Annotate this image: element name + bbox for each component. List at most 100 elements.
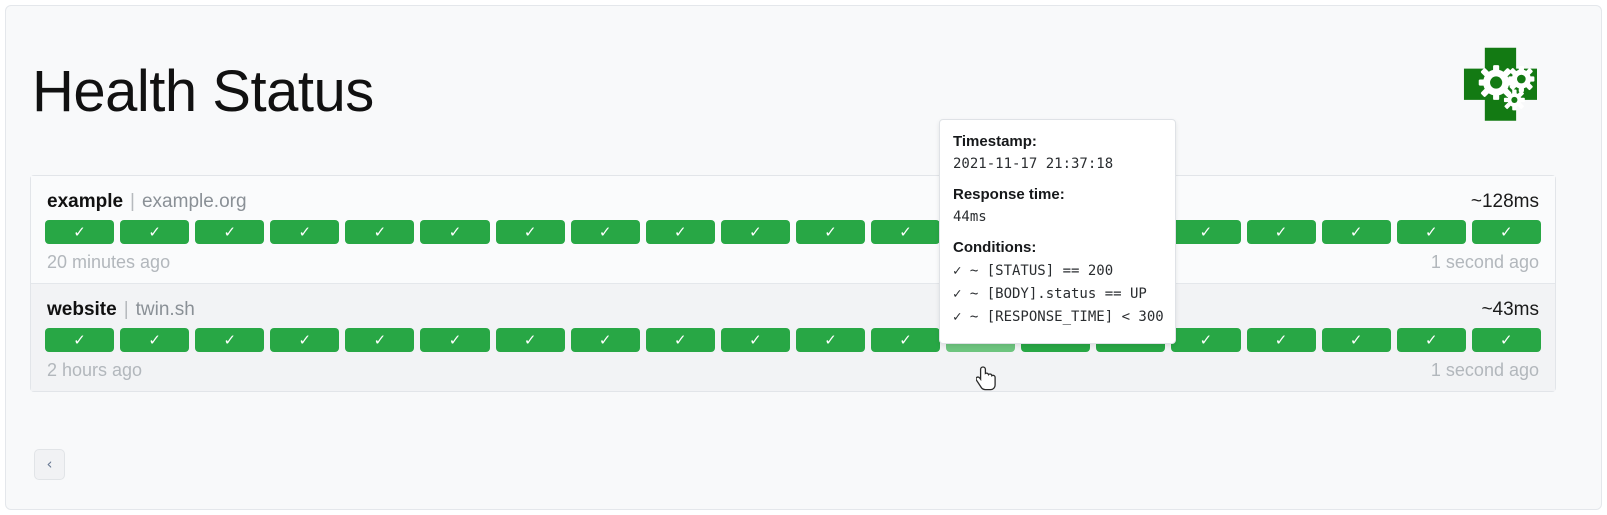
check-icon: ✓	[1274, 330, 1288, 349]
newest-timestamp: 1 second ago	[1430, 360, 1539, 380]
status-pill[interactable]: ✓	[1171, 328, 1241, 352]
service-identity: website | twin.sh	[47, 299, 195, 321]
status-pill[interactable]: ✓	[120, 328, 190, 352]
service-header: website | twin.sh ~43ms	[45, 299, 1541, 321]
service-footer: 20 minutes ago 1 second ago	[45, 252, 1541, 273]
status-bars: ✓✓✓✓✓✓✓✓✓✓✓✓✓✓✓✓✓✓✓✓	[45, 220, 1541, 244]
page-title: Health Status	[32, 59, 374, 124]
status-pill[interactable]: ✓	[871, 328, 941, 352]
check-icon: ✓	[73, 330, 86, 349]
status-pill[interactable]: ✓	[1321, 328, 1391, 352]
check-icon: ✓	[1349, 330, 1363, 349]
status-pill[interactable]: ✓	[795, 328, 866, 352]
status-pill[interactable]: ✓	[270, 328, 340, 352]
status-pill[interactable]: ✓	[1471, 328, 1541, 352]
check-icon: ✓	[148, 222, 161, 241]
check-icon: ✓	[749, 222, 762, 241]
status-pill[interactable]: ✓	[1396, 220, 1466, 244]
tooltip-response-time-value: 44ms	[953, 208, 987, 225]
status-pill[interactable]: ✓	[1171, 220, 1241, 244]
average-response-time: ~128ms	[1470, 191, 1539, 212]
status-pill[interactable]: ✓	[495, 328, 565, 352]
chevron-left-icon: ‹	[46, 455, 53, 473]
check-icon: ✓	[1349, 222, 1363, 241]
check-icon: ✓	[749, 330, 762, 349]
tooltip-spacer	[953, 175, 1162, 184]
check-icon: ✓	[448, 222, 462, 241]
check-icon: ✓	[899, 330, 912, 349]
service-footer: 2 hours ago 1 second ago	[45, 360, 1541, 381]
status-pill[interactable]: ✓	[1246, 328, 1316, 352]
status-pill[interactable]: ✓	[420, 220, 490, 244]
tooltip-timestamp-label: Timestamp:	[953, 133, 1037, 150]
status-pill[interactable]: ✓	[645, 220, 715, 244]
previous-page-button[interactable]: ‹	[34, 449, 65, 480]
tooltip-response-time-label: Response time:	[953, 186, 1065, 204]
status-pill[interactable]: ✓	[570, 328, 640, 352]
status-pill[interactable]: ✓	[420, 328, 490, 352]
check-icon: ✓	[1424, 222, 1438, 241]
status-pill[interactable]: ✓	[720, 328, 790, 352]
tooltip-timestamp-value: 2021-11-17 21:37:18	[953, 155, 1114, 172]
status-pill[interactable]: ✓	[45, 220, 115, 244]
status-pill[interactable]: ✓	[1396, 328, 1466, 352]
tooltip-conditions-label: Conditions:	[953, 239, 1037, 257]
tooltip-condition: ✓ ~ [BODY].status == UP	[953, 286, 1147, 303]
check-icon: ✓	[298, 330, 312, 349]
status-card: example | example.org ~128ms ✓ ✓ ✓ ✓ ✓ ✓ ✓ ✓ ✓ ✓ ✓…	[30, 175, 1556, 392]
service-separator: |	[130, 191, 135, 212]
status-detail-tooltip: Timestamp: 2021-11-17 21:37:18 Response …	[939, 119, 1176, 344]
pagination: ‹	[34, 449, 65, 480]
check-icon: ✓	[899, 222, 912, 241]
check-icon: ✓	[223, 330, 237, 349]
check-icon: ✓	[373, 222, 387, 241]
oldest-timestamp: 20 minutes ago	[47, 252, 171, 272]
service-hostname: example.org	[141, 191, 247, 212]
status-pill[interactable]: ✓	[795, 220, 866, 244]
check-icon: ✓	[674, 330, 687, 349]
check-icon: ✓	[674, 222, 687, 241]
service-row: website | twin.sh ~43ms ✓ ✓ ✓ ✓ ✓ ✓ ✓ ✓ ✓ ✓ ✓ ✓ ✓ ✓ ✓ ✓…	[31, 283, 1555, 391]
oldest-timestamp: 2 hours ago	[47, 360, 143, 380]
status-pill[interactable]: ✓	[195, 328, 265, 352]
status-pill[interactable]: ✓	[570, 220, 640, 244]
status-pill[interactable]: ✓	[1246, 220, 1316, 244]
status-pill[interactable]: ✓	[345, 328, 415, 352]
green-cross-gears-logo-icon	[1451, 46, 1543, 126]
page-container: Health Status	[5, 5, 1602, 510]
status-pill[interactable]: ✓	[1321, 220, 1391, 244]
status-pill[interactable]: ✓	[871, 220, 941, 244]
check-icon: ✓	[223, 222, 237, 241]
service-hostname: twin.sh	[135, 299, 195, 320]
check-icon: ✓	[523, 222, 537, 241]
status-pill[interactable]: ✓	[345, 220, 415, 244]
status-pill[interactable]: ✓	[45, 328, 115, 352]
check-icon: ✓	[523, 330, 537, 349]
check-icon: ✓	[824, 330, 837, 349]
tooltip-conditions-list: ✓ ~ [STATUS] == 200 ✓ ~ [BODY].status == …	[953, 260, 1164, 330]
service-separator: |	[123, 299, 129, 320]
check-icon: ✓	[1199, 330, 1213, 349]
check-icon: ✓	[598, 222, 612, 241]
service-name: website	[47, 299, 117, 320]
status-pill[interactable]: ✓	[270, 220, 340, 244]
page-header: Health Status	[6, 6, 1601, 156]
check-icon: ✓	[73, 222, 86, 241]
check-icon: ✓	[1500, 222, 1513, 241]
status-pill[interactable]: ✓	[1471, 220, 1541, 244]
tooltip-condition: ✓ ~ [RESPONSE_TIME] < 300	[953, 309, 1164, 326]
status-pill[interactable]: ✓	[120, 220, 190, 244]
status-bars: ✓✓✓✓✓✓✓✓✓✓✓✓✓✓✓✓✓✓✓✓	[45, 328, 1541, 352]
status-pill[interactable]: ✓	[195, 220, 265, 244]
status-pill[interactable]: ✓	[720, 220, 790, 244]
status-pill[interactable]: ✓	[495, 220, 565, 244]
check-icon: ✓	[148, 330, 161, 349]
check-icon: ✓	[824, 222, 837, 241]
status-pill[interactable]: ✓	[645, 328, 715, 352]
tooltip-spacer	[953, 228, 1162, 237]
average-response-time: ~43ms	[1481, 299, 1539, 320]
tooltip-condition: ✓ ~ [STATUS] == 200	[953, 262, 1114, 279]
check-icon: ✓	[373, 330, 387, 349]
check-icon: ✓	[1274, 222, 1288, 241]
check-icon: ✓	[598, 330, 612, 349]
